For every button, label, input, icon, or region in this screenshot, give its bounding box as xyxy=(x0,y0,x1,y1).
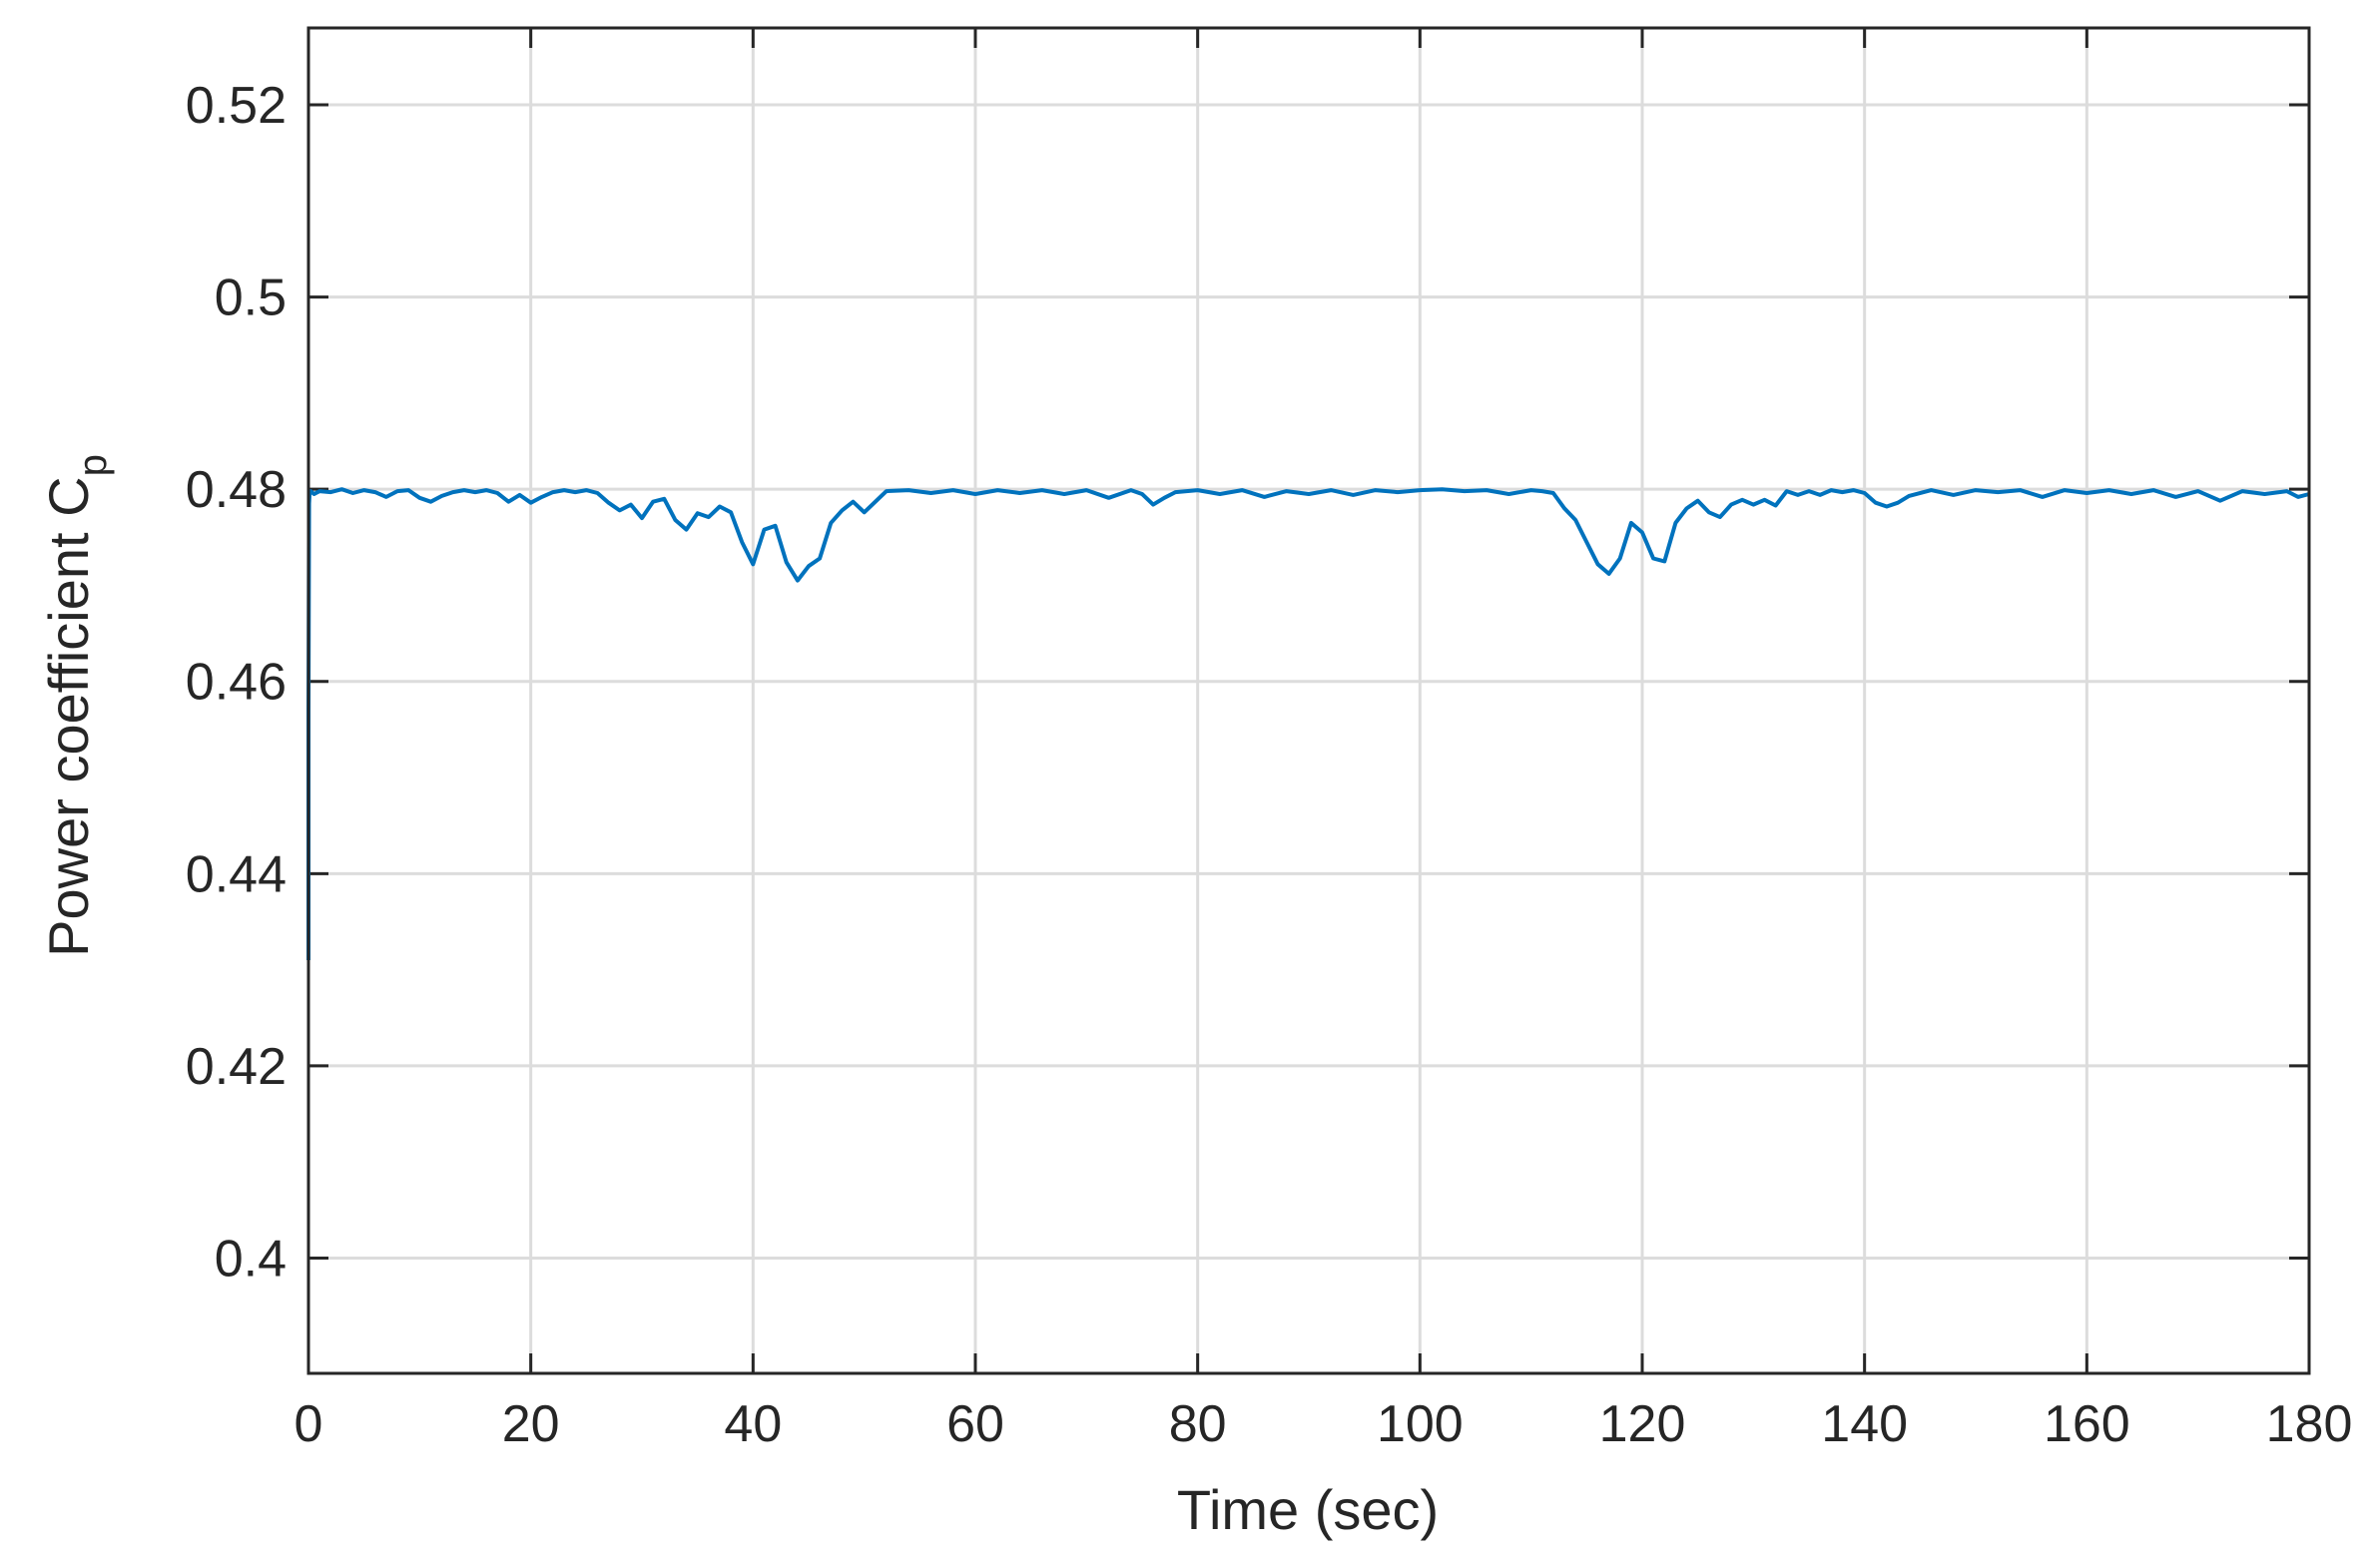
y-tick-label: 0.5 xyxy=(215,269,287,327)
x-tick-label: 0 xyxy=(295,1395,323,1453)
y-axis-label-subscript: p xyxy=(71,454,115,476)
y-tick-label: 0.46 xyxy=(186,654,287,712)
x-tick-label: 100 xyxy=(1377,1395,1464,1453)
y-tick-label: 0.52 xyxy=(186,77,287,135)
x-tick-label: 80 xyxy=(1169,1395,1227,1453)
y-tick-label: 0.48 xyxy=(186,461,287,519)
series-line xyxy=(306,487,2310,960)
x-axis-label: Time (sec) xyxy=(1177,1478,1439,1541)
y-tick-label: 0.42 xyxy=(186,1038,287,1096)
x-tick-label: 180 xyxy=(2266,1395,2353,1453)
axes-frame xyxy=(306,26,2311,1375)
x-tick-labels: 0 20 40 60 80 100 120 140 160 180 xyxy=(295,1395,2353,1453)
x-tick-label: 120 xyxy=(1599,1395,1686,1453)
y-tick-labels: 0.4 0.42 0.44 0.46 0.48 0.5 0.52 xyxy=(186,77,287,1288)
y-axis-label: Power coefficient Cp xyxy=(37,454,115,957)
series-layer xyxy=(306,487,2310,960)
x-tick-label: 160 xyxy=(2044,1395,2130,1453)
x-tick-label: 20 xyxy=(502,1395,560,1453)
x-tick-label: 40 xyxy=(724,1395,782,1453)
y-tick-label: 0.4 xyxy=(215,1230,287,1288)
x-tick-label: 60 xyxy=(946,1395,1004,1453)
x-tick-label: 140 xyxy=(1821,1395,1908,1453)
y-tick-label: 0.44 xyxy=(186,845,287,903)
y-axis-label-main: Power coefficient C xyxy=(37,476,100,956)
grid xyxy=(306,28,2311,1373)
